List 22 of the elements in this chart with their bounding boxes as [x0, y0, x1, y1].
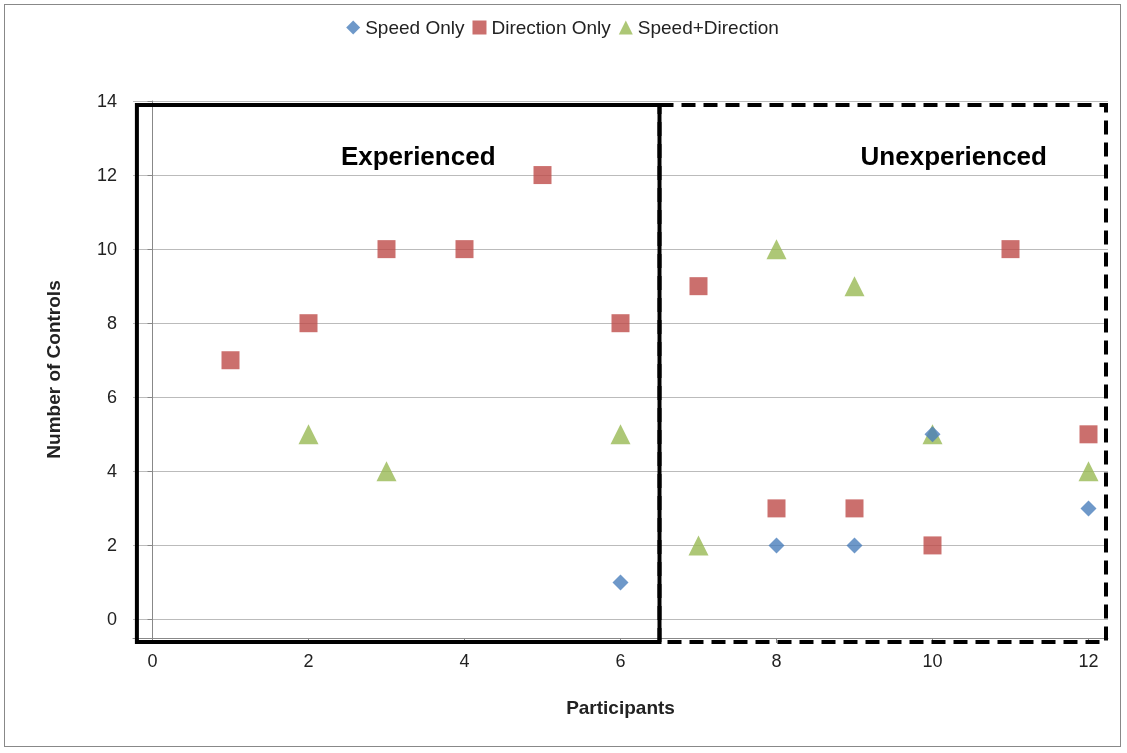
y-tick-label: 4	[106, 461, 117, 482]
x-tick-label: 4	[459, 651, 470, 671]
y-tick-label: 14	[96, 91, 117, 111]
y-tick-label: 6	[106, 387, 117, 408]
x-tick-label: 6	[615, 651, 626, 671]
x-tick-label: 0	[147, 651, 158, 671]
legend-label: Speed Only	[365, 17, 465, 38]
legend-label: Direction Only	[491, 17, 612, 38]
y-tick-label: 10	[96, 239, 117, 260]
y-tick-label: 8	[106, 313, 117, 334]
x-tick-label: 8	[771, 651, 782, 671]
y-axis-title: Number of Controls	[43, 280, 64, 459]
x-tick-label: 10	[922, 651, 943, 671]
legend-label: Speed+Direction	[637, 17, 779, 38]
x-axis-title: Participants	[566, 697, 675, 718]
y-tick-label: 0	[106, 609, 117, 630]
annotation: Experienced	[340, 141, 496, 171]
x-tick-label: 2	[303, 651, 314, 671]
y-tick-label: 12	[96, 165, 117, 186]
x-tick-label: 12	[1078, 651, 1099, 671]
annotation: Unexperienced	[860, 141, 1047, 171]
y-tick-label: 2	[106, 535, 117, 556]
